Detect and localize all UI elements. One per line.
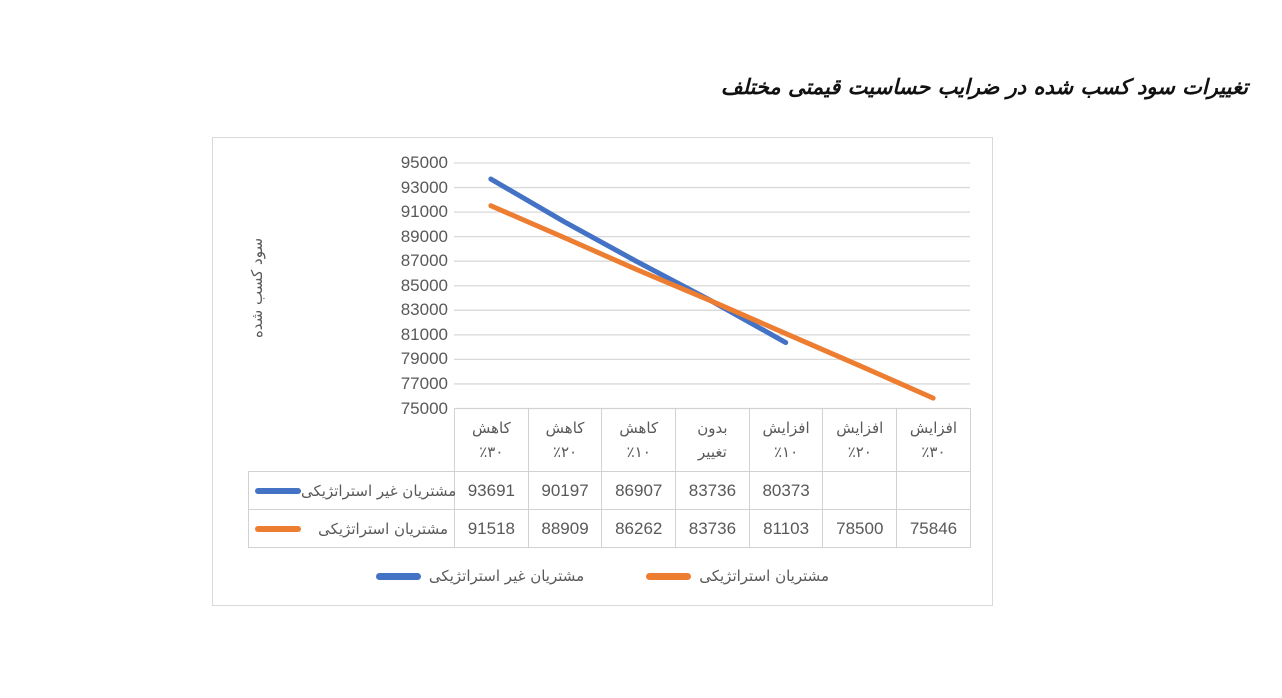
header-line: تغییر [698, 443, 727, 461]
plot-area [454, 162, 970, 410]
table-corner-spacer [249, 409, 455, 472]
table-value-cell: 86262 [601, 509, 677, 548]
table-value-cell: 93691 [454, 471, 529, 510]
chart-frame[interactable]: سود کسب شده 95000 93000 91000 89000 87000 850… [212, 137, 993, 606]
table-header-cell: افزایش ٪۲۰ [822, 408, 898, 472]
table-value-cell: 80373 [748, 471, 824, 510]
data-table: کاهش ٪۳۰ کاهش ٪۲۰ کاهش ٪۱۰ بدون تغییر اف… [248, 408, 971, 548]
table-value-cell: 86907 [601, 471, 677, 510]
table-header-row: کاهش ٪۳۰ کاهش ٪۲۰ کاهش ٪۱۰ بدون تغییر اف… [249, 408, 971, 472]
y-axis-tick-label: 91000 [400, 202, 448, 222]
table-value-cell: 88909 [527, 509, 603, 548]
y-axis-tick-label: 77000 [400, 373, 448, 393]
series-name: مشتریان غیر استراتژیکی [301, 481, 457, 500]
header-line: کاهش [619, 419, 659, 437]
header-line: ٪۲۰ [552, 443, 578, 461]
header-line: کاهش [545, 419, 585, 437]
table-value-cell: 90197 [527, 471, 603, 510]
y-axis-tick-label: 83000 [400, 300, 448, 320]
legend-entry-non-strategic: مشتریان غیر استراتژیکی [375, 567, 585, 585]
header-line: بدون [697, 419, 728, 437]
table-header-cell: افزایش ٪۱۰ [748, 408, 824, 472]
header-line: کاهش [471, 419, 511, 437]
header-line: افزایش [909, 419, 958, 437]
series-line-swatch-blue [255, 487, 301, 494]
y-axis-tick-label: 75000 [400, 398, 448, 418]
series-line-non-strategic [488, 176, 789, 346]
header-line: افزایش [762, 419, 810, 437]
table-row-non-strategic: مشتریان غیر استراتژیکی 93691 90197 86907… [248, 471, 971, 510]
table-row-strategic: مشتریان استراتژیکی 91518 88909 86262 837… [248, 509, 971, 548]
table-value-cell [896, 471, 971, 510]
table-value-cell: 83736 [675, 471, 750, 510]
header-line: ٪۳۰ [921, 443, 946, 461]
legend-line-swatch-blue [375, 572, 421, 580]
y-axis-tick-label: 85000 [400, 275, 448, 295]
series-label-cell: مشتریان غیر استراتژیکی [248, 471, 457, 510]
legend-label: مشتریان استراتژیکی [699, 567, 830, 585]
page-title: تغییرات سود کسب شده در ضرایب حساسیت قیمت… [720, 74, 1248, 99]
y-axis-tick-label: 93000 [400, 177, 448, 197]
header-line: ٪۲۰ [847, 443, 872, 461]
legend: مشتریان غیر استراتژیکی مشتریان استراتژیک… [213, 567, 992, 585]
table-value-cell: 78500 [822, 509, 898, 548]
table-value-cell: 91518 [454, 509, 529, 548]
header-line: ٪۱۰ [626, 443, 651, 461]
table-value-cell: 75846 [896, 509, 971, 548]
y-axis-tick-label: 95000 [400, 153, 448, 172]
header-line: ٪۳۰ [479, 443, 504, 461]
table-header-cell: کاهش ٪۱۰ [601, 408, 677, 472]
table-value-cell: 81103 [748, 509, 824, 548]
legend-label: مشتریان غیر استراتژیکی [428, 567, 585, 585]
header-line: ٪۱۰ [774, 443, 799, 461]
table-value-cell: 83736 [675, 509, 750, 548]
y-axis-tick-label: 89000 [400, 226, 448, 246]
series-label-cell: مشتریان استراتژیکی [248, 509, 455, 548]
series-name: مشتریان استراتژیکی [318, 519, 448, 538]
table-header-cell: کاهش ٪۳۰ [454, 408, 529, 472]
y-axis-tick-labels: 95000 93000 91000 89000 87000 85000 83000 81000… [213, 138, 448, 605]
table-header-cell: افزایش ٪۳۰ [896, 408, 971, 472]
legend-entry-strategic: مشتریان استراتژیکی [646, 567, 829, 585]
series-line-swatch-orange [255, 525, 301, 532]
series-line-strategic [488, 203, 936, 401]
y-axis-tick-label: 79000 [400, 349, 448, 369]
y-axis-tick-label: 87000 [400, 251, 448, 271]
table-header-cell: بدون تغییر [675, 408, 750, 472]
legend-line-swatch-orange [646, 572, 692, 580]
table-value-cell [822, 471, 898, 510]
header-line: افزایش [836, 419, 884, 437]
y-axis-tick-label: 81000 [400, 324, 448, 344]
table-header-cell: کاهش ٪۲۰ [527, 408, 603, 472]
